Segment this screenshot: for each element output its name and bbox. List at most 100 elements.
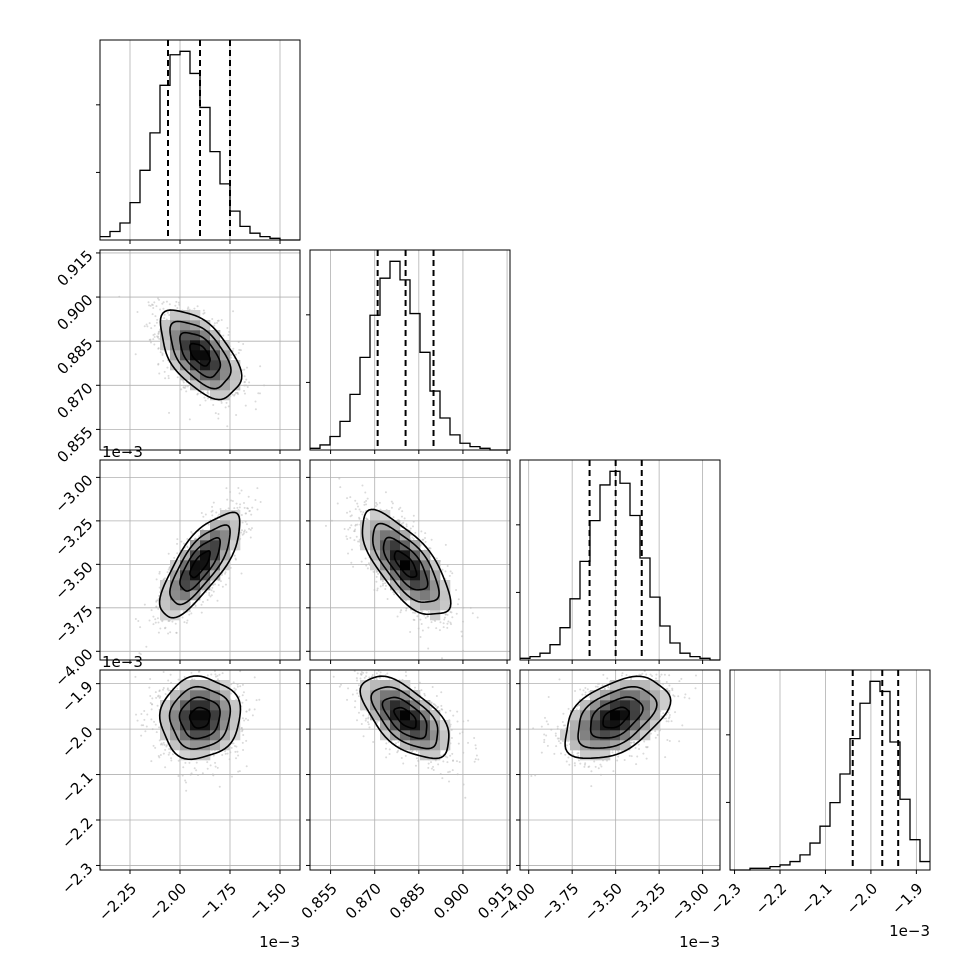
sample-point	[152, 333, 155, 336]
sample-point	[245, 523, 248, 526]
sample-point	[424, 532, 427, 535]
density-cell	[230, 370, 241, 381]
density-cell	[180, 600, 191, 611]
sample-point	[376, 589, 379, 592]
sample-point	[214, 412, 217, 415]
sample-point	[157, 297, 160, 300]
sample-point	[154, 618, 157, 621]
sample-point	[193, 307, 196, 310]
density-cell	[440, 590, 451, 601]
density-cell	[420, 560, 431, 571]
sample-point	[339, 486, 342, 489]
sample-point	[435, 627, 438, 630]
density-cell	[190, 560, 201, 571]
sample-point	[242, 691, 245, 694]
sample-point	[204, 399, 207, 402]
sample-point	[186, 619, 189, 622]
sample-point	[403, 517, 406, 520]
sample-point	[462, 606, 465, 609]
sample-point	[154, 315, 157, 318]
sample-point	[217, 413, 220, 416]
sample-point	[426, 615, 429, 618]
density-cell	[210, 340, 221, 351]
sample-point	[176, 538, 179, 541]
sample-point	[180, 540, 183, 543]
density-cell	[390, 560, 401, 571]
sample-point	[350, 561, 353, 564]
sample-point	[244, 520, 247, 523]
sample-point	[157, 363, 160, 366]
sample-point	[382, 582, 385, 585]
density-cell	[390, 530, 401, 541]
sample-point	[471, 612, 474, 615]
sample-point	[186, 538, 189, 541]
panel-content	[134, 455, 273, 656]
sample-point	[254, 400, 257, 403]
sample-point	[216, 766, 219, 769]
sample-point	[157, 333, 160, 336]
sample-point	[188, 418, 191, 421]
sample-point	[163, 317, 166, 320]
sample-point	[168, 313, 171, 316]
sample-point	[402, 521, 405, 524]
sample-point	[202, 515, 205, 518]
sample-point	[378, 501, 381, 504]
sample-point	[151, 728, 154, 731]
panel-content	[118, 295, 266, 428]
sample-point	[139, 626, 142, 629]
sample-point	[181, 616, 184, 619]
density-cell	[420, 600, 431, 611]
sample-point	[178, 303, 181, 306]
density-cell	[170, 560, 181, 571]
sample-point	[161, 354, 164, 357]
density-cell	[230, 520, 241, 531]
sample-point	[446, 626, 449, 629]
sample-point	[233, 687, 236, 690]
sample-point	[353, 530, 356, 533]
density-cell	[210, 350, 221, 361]
sample-point	[217, 584, 220, 587]
sample-point	[174, 622, 177, 625]
sample-point	[149, 304, 152, 307]
sample-point	[424, 616, 427, 619]
sample-point	[171, 753, 174, 756]
sample-point	[249, 536, 252, 539]
sample-point	[392, 591, 395, 594]
density-cell	[210, 380, 221, 391]
sample-point	[245, 378, 248, 381]
sample-point	[164, 626, 167, 629]
sample-point	[241, 683, 244, 686]
density-cell	[220, 390, 231, 401]
sample-point	[427, 610, 430, 613]
histogram-panel	[516, 459, 721, 664]
sample-point	[405, 525, 408, 528]
sample-point	[153, 301, 156, 304]
density-cell	[410, 580, 421, 591]
sample-point	[226, 327, 229, 330]
sample-point	[158, 337, 161, 340]
panel-frame	[99, 39, 301, 241]
density-cell	[200, 370, 211, 381]
sample-point	[167, 679, 170, 682]
sample-point	[138, 652, 141, 655]
sample-point	[240, 489, 243, 492]
sample-point	[412, 525, 415, 528]
density-cell	[210, 330, 221, 341]
density-cell	[400, 580, 411, 591]
sample-point	[145, 725, 148, 728]
sample-point	[208, 592, 211, 595]
contour-line	[393, 550, 418, 579]
density-cell	[220, 340, 231, 351]
sample-point	[155, 578, 158, 581]
sample-point	[246, 386, 249, 389]
sample-point	[174, 304, 177, 307]
sample-point	[164, 766, 167, 769]
density-cell	[160, 590, 171, 601]
sample-point	[242, 532, 245, 535]
sample-point	[271, 455, 273, 457]
sample-point	[149, 341, 152, 344]
sample-point	[364, 557, 367, 560]
density-cell	[190, 340, 201, 351]
sample-point	[213, 665, 215, 667]
density-cell	[210, 550, 221, 561]
